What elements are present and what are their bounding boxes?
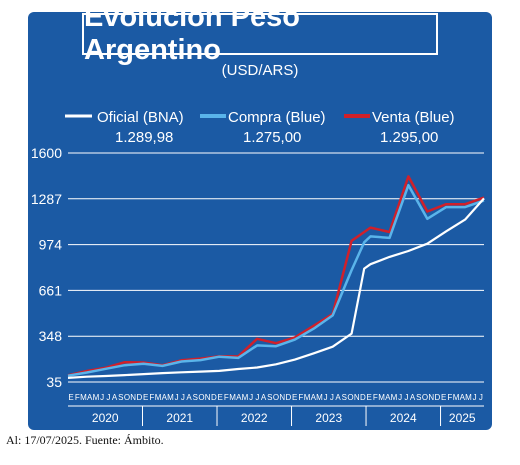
month-tick-label: E [441,393,446,402]
compra-line [67,183,485,377]
month-tick-label: A [335,393,341,402]
month-tick-label: S [416,393,421,402]
legend: Oficial (BNA) 1.289,98 Compra (Blue) 1.2… [65,109,455,146]
year-tick-label: 2021 [166,411,193,425]
month-tick-label: J [324,393,328,402]
month-tick-label: D [137,393,143,402]
month-tick-label: J [330,393,334,402]
y-tick-label: 1287 [31,191,62,207]
month-tick-label: M [304,393,311,402]
month-tick-label: M [453,393,460,402]
venta-line [67,175,485,377]
month-tick-label: E [143,393,148,402]
y-tick-label: 1600 [31,145,62,161]
month-tick-label: N [130,393,136,402]
month-tick-label: F [75,393,80,402]
month-tick-label: E [292,393,297,402]
month-tick-label: O [347,393,353,402]
month-tick-label: J [181,393,185,402]
oficial-last-value: 1.289,98 [115,129,173,146]
venta-last-value: 1.295,00 [380,129,438,146]
month-tick-label: J [106,393,110,402]
month-tick-label: E [217,393,222,402]
month-tick-label: N [428,393,434,402]
y-tick-label: 974 [39,237,63,253]
month-tick-label: E [366,393,371,402]
oficial-line [67,197,485,379]
month-tick-label: N [354,393,360,402]
month-tick-label: A [385,393,391,402]
month-tick-label: E [68,393,73,402]
month-tick-label: J [249,393,253,402]
month-tick-label: A [112,393,118,402]
month-tick-label: D [360,393,366,402]
month-tick-label: J [175,393,179,402]
month-tick-label: O [422,393,428,402]
month-tick-label: F [298,393,303,402]
month-tick-label: M [378,393,385,402]
month-tick-label: M [242,393,249,402]
month-tick-label: S [193,393,198,402]
month-tick-label: F [447,393,452,402]
source-footnote: Al: 17/07/2025. Fuente: Ámbito. [6,433,164,447]
month-tick-label: F [373,393,378,402]
month-tick-label: S [342,393,347,402]
month-tick-label: M [391,393,398,402]
month-tick-label: O [124,393,130,402]
month-tick-label: N [205,393,211,402]
x-axis-band [66,383,486,427]
y-axis: 35 348 661 974 1287 1600 [31,145,62,390]
month-tick-label: A [186,393,192,402]
year-tick-label: 2025 [449,411,476,425]
month-tick-label: A [460,393,466,402]
month-tick-label: M [155,393,162,402]
month-tick-label: M [80,393,87,402]
month-tick-label: J [404,393,408,402]
year-tick-label: 2020 [92,411,119,425]
year-tick-label: 2022 [241,411,268,425]
month-tick-label: A [162,393,168,402]
month-tick-label: A [410,393,416,402]
compra-last-value: 1.275,00 [243,129,301,146]
month-tick-label: A [261,393,267,402]
month-tick-label: A [87,393,93,402]
month-tick-label: O [273,393,279,402]
month-tick-label: J [473,393,477,402]
month-tick-label: J [255,393,259,402]
month-tick-label: S [267,393,272,402]
month-tick-label: A [236,393,242,402]
month-tick-label: D [286,393,292,402]
month-tick-label: J [100,393,104,402]
year-tick-label: 2023 [315,411,342,425]
month-tick-label: J [398,393,402,402]
year-tick-label: 2024 [390,411,417,425]
month-tick-label: O [198,393,204,402]
month-tick-label: F [224,393,229,402]
month-tick-label: N [279,393,285,402]
month-tick-label: A [311,393,317,402]
legend-oficial-label: Oficial (BNA) [97,109,184,126]
month-tick-label: J [479,393,483,402]
month-tick-label: M [229,393,236,402]
month-tick-label: M [465,393,472,402]
month-tick-label: M [93,393,100,402]
y-tick-label: 661 [39,282,63,298]
month-tick-label: M [316,393,323,402]
month-tick-label: D [211,393,217,402]
month-tick-label: D [435,393,441,402]
month-tick-label: S [118,393,123,402]
chart-panel [28,12,492,430]
legend-compra-label: Compra (Blue) [228,109,326,126]
y-tick-label: 348 [39,328,63,344]
gridlines [68,152,484,383]
y-tick-label: 35 [46,374,62,390]
month-tick-label: M [167,393,174,402]
series-lines [67,175,485,379]
month-tick-label: F [149,393,154,402]
legend-venta-label: Venta (Blue) [372,109,455,126]
chart-subtitle: (USD/ARS) [221,62,299,79]
